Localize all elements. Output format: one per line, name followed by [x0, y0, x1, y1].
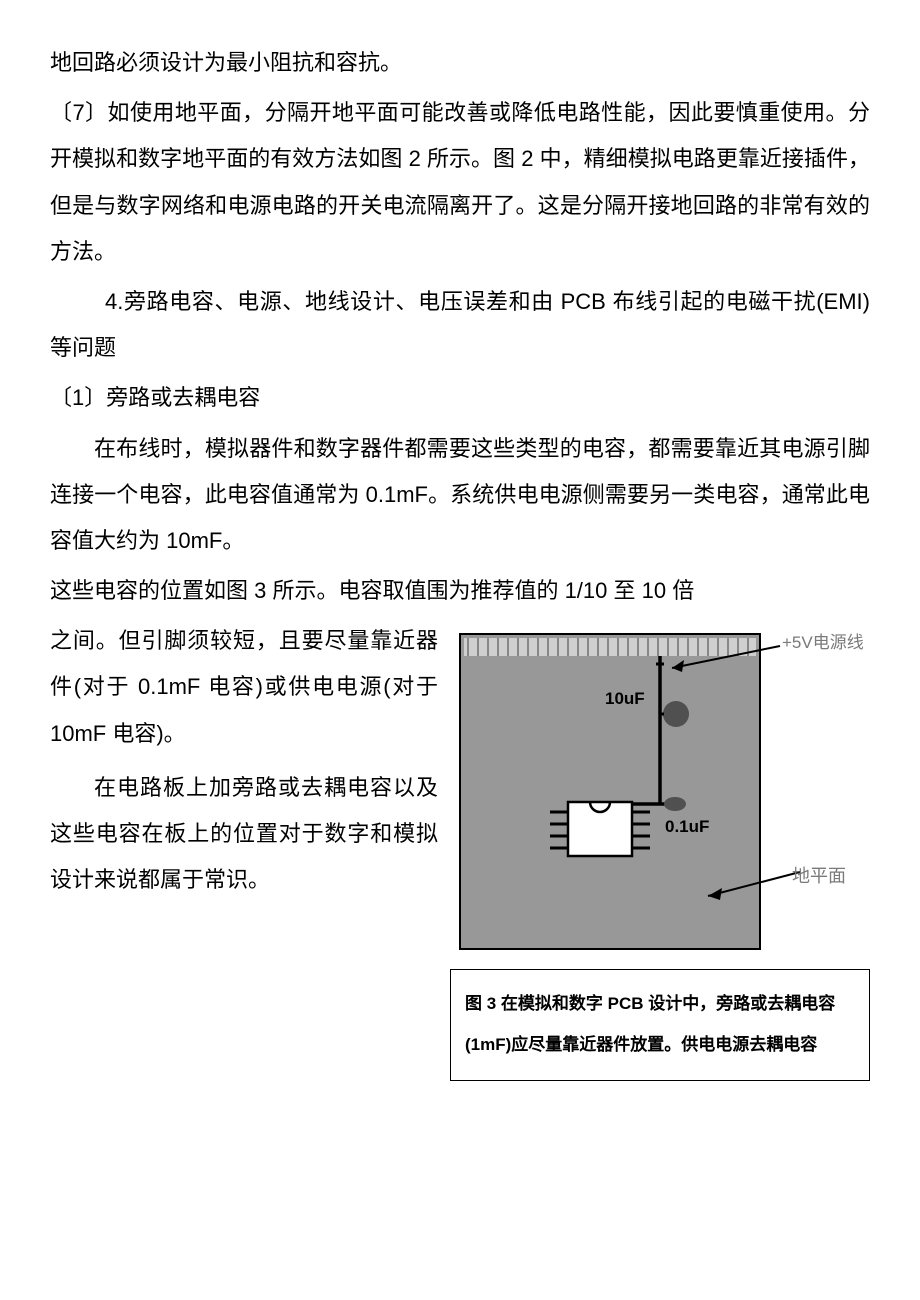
paragraph-4: 〔1〕旁路或去耦电容: [50, 375, 870, 421]
paragraph-6: 这些电容的位置如图 3 所示。电容取值围为推荐值的 1/10 至 10 倍: [50, 568, 870, 614]
label-10uf: 10uF: [605, 689, 645, 708]
label-ground: 地平面: [792, 866, 846, 886]
label-5v: +5V电源线: [782, 633, 864, 652]
paragraph-7a: 之间。但引脚须较短，且要尽量靠近器件(对于 0.1mF 电容)或供电电源(对于 …: [50, 618, 438, 757]
paragraph-3: 4.旁路电容、电源、地线设计、电压误差和由 PCB 布线引起的电磁干扰(EMI)…: [50, 279, 870, 371]
figure-3-caption: 图 3 在模拟和数字 PCB 设计中，旁路或去耦电容(1mF)应尽量靠近器件放置…: [450, 969, 870, 1081]
paragraph-7b: 在电路板上加旁路或去耦电容以及这些电容在板上的位置对于数字和模拟设计来说都属于常…: [50, 765, 438, 904]
paragraph-2: 〔7〕如使用地平面，分隔开地平面可能改善或降低电路性能，因此要慎重使用。分开模拟…: [50, 90, 870, 275]
label-01uf: 0.1uF: [665, 817, 709, 836]
figure-3-diagram: 10uF 0.1uF +5V电源线 地平面: [450, 624, 870, 959]
paragraph-5: 在布线时，模拟器件和数字器件都需要这些类型的电容，都需要靠近其电源引脚连接一个电…: [50, 426, 870, 565]
figure-3: 10uF 0.1uF +5V电源线 地平面 图 3 在模拟和数字 PCB 设计中…: [450, 624, 870, 1081]
paragraph-1: 地回路必须设计为最小阻抗和容抗。: [50, 40, 870, 86]
